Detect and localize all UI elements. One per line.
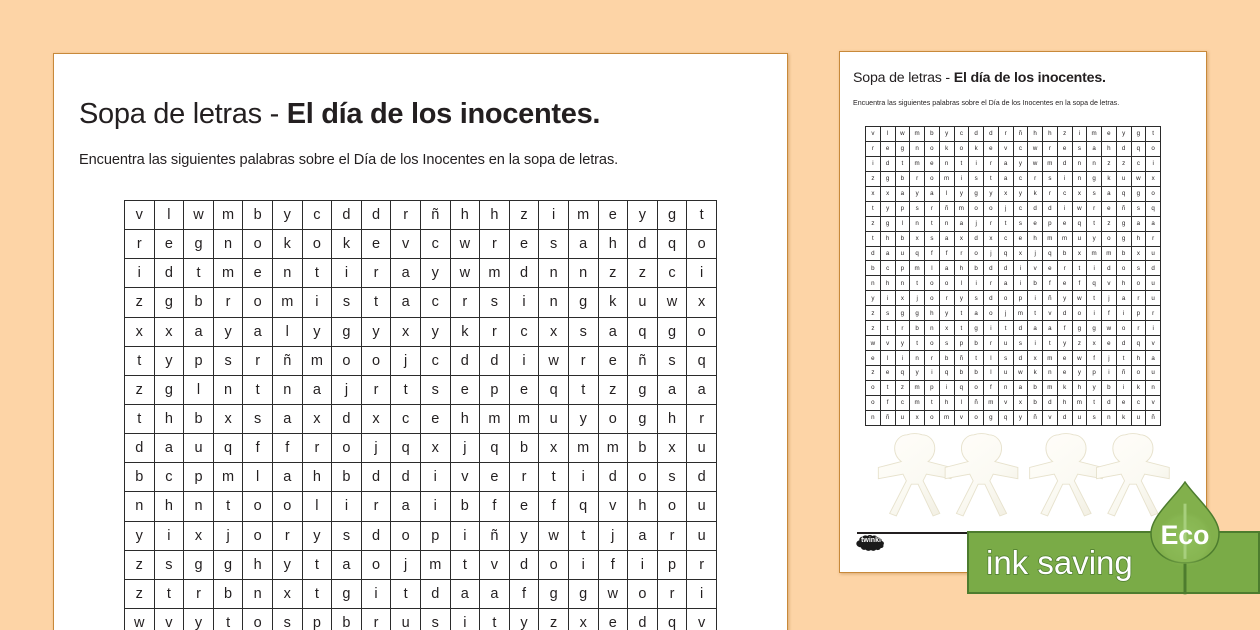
svg-text:Eco: Eco [1161, 520, 1210, 550]
